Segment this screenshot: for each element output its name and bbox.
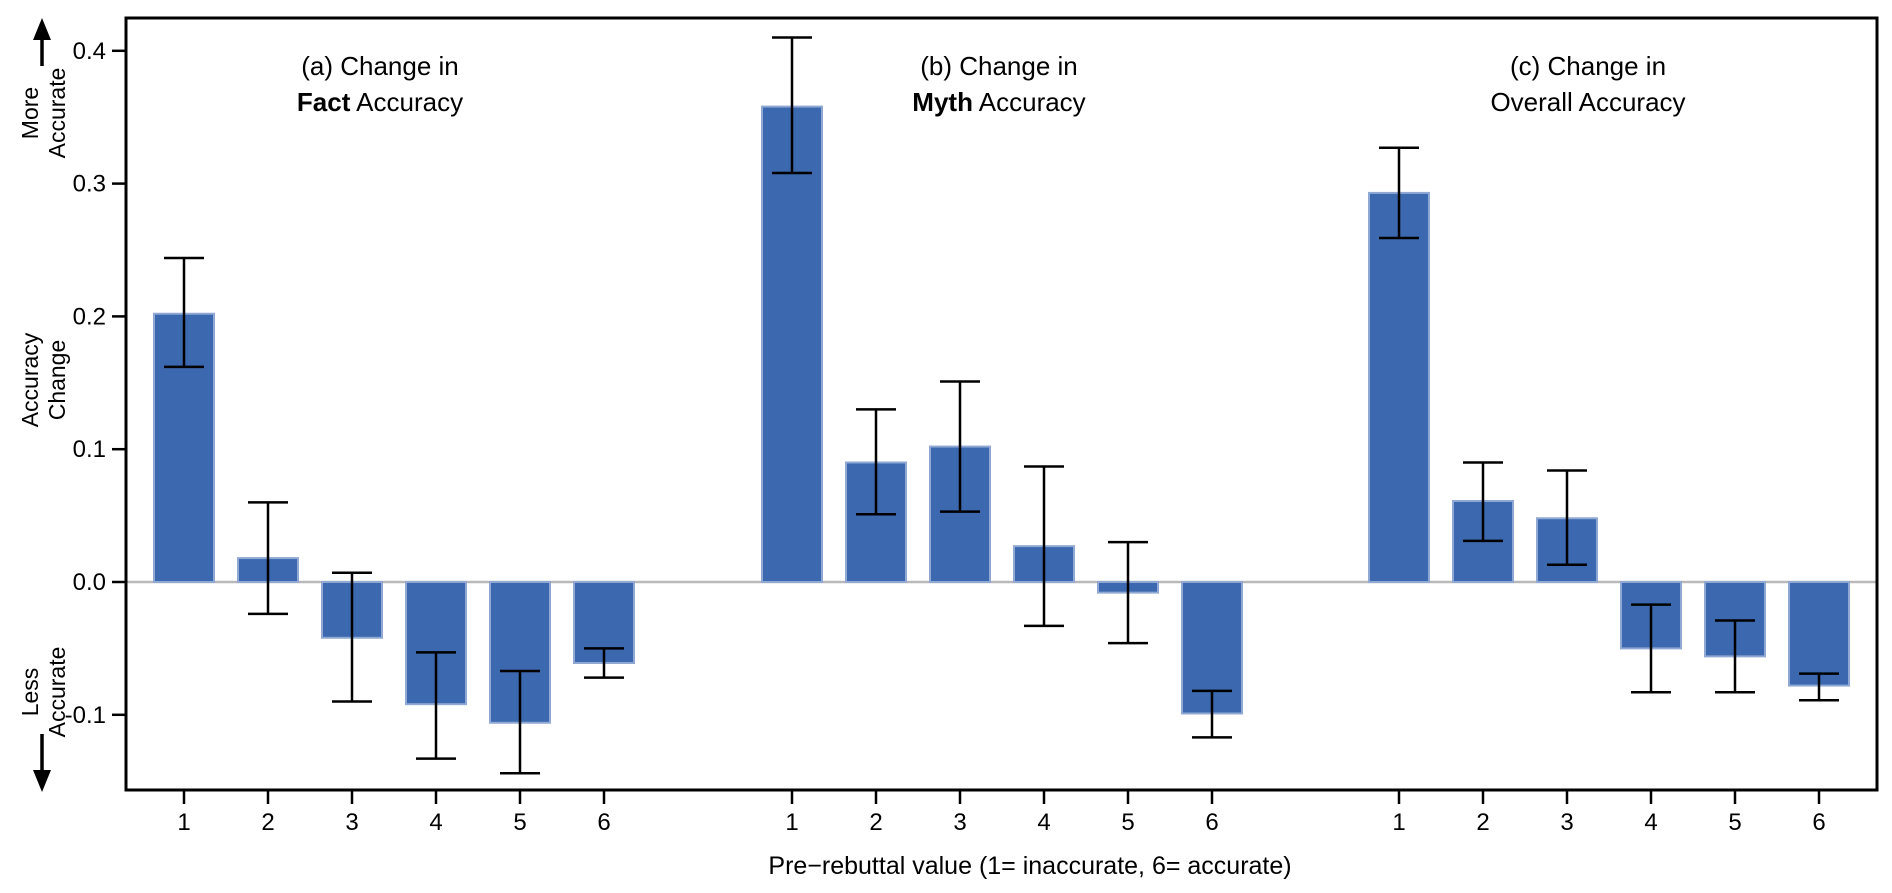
bar-panel-c-x6 [1788,581,1850,687]
y-tick-label-0.2: 0.2 [73,303,106,330]
panel-title-myth-bold: Myth [912,87,973,117]
x-tick-label-c-5: 5 [1728,809,1741,836]
panel-title-myth-line2: Myth Accuracy [912,84,1085,120]
x-tick-label-b-4: 4 [1037,809,1050,836]
panel-title-fact-bold: Fact [296,87,351,117]
less-accurate-line1: Less [17,667,43,717]
x-tick-label-a-1: 1 [177,809,190,836]
x-tick-label-b-6: 6 [1205,809,1218,836]
x-tick-label-b-2: 2 [869,809,882,836]
more-accurate-line1: More [17,86,43,140]
bar-panel-c-x1 [1368,191,1430,583]
panel-title-fact-line1: (a) Change in [301,51,459,81]
x-tick-label-c-1: 1 [1392,809,1405,836]
y-tick-label-0.1: 0.1 [73,436,106,463]
x-tick-label-a-4: 4 [429,809,442,836]
y-tick-label-0.3: 0.3 [73,171,106,198]
bar-panel-b-x1 [761,105,823,584]
panel-title-overall-rest: Overall Accuracy [1490,87,1686,117]
y-tick-label-0.4: 0.4 [73,38,106,65]
bar-panel-b-x3 [929,445,991,583]
panel-title-overall-line2: Overall Accuracy [1490,84,1685,120]
x-tick-label-c-4: 4 [1644,809,1657,836]
more-accurate-line2: Accurate [44,67,70,159]
y-axis-title: Accuracy Change [17,333,71,428]
x-tick-label-a-3: 3 [345,809,358,836]
panel-title-myth-rest: Accuracy [972,87,1086,117]
y-axis-direction-label-more-accurate: More Accurate [17,68,71,159]
x-tick-label-a-6: 6 [597,809,610,836]
x-axis-title: Pre−rebuttal value (1= inaccurate, 6= ac… [768,852,1292,880]
panel-title-fact-line2: Fact Accuracy [297,84,463,120]
y-tick-label--0.1: -0.1 [65,702,106,729]
y-axis-title-line1: Accuracy [17,332,43,428]
x-tick-label-b-5: 5 [1121,809,1134,836]
x-tick-label-a-5: 5 [513,809,526,836]
panel-title-overall-line1: (c) Change in [1509,51,1667,81]
x-tick-label-c-3: 3 [1560,809,1573,836]
panel-title-myth-line1: (b) Change in [920,51,1078,81]
y-axis-title-line2: Change [44,339,70,421]
x-tick-label-c-6: 6 [1812,809,1825,836]
less-accurate-line2: Accurate [44,646,70,738]
y-tick-label-0.0: 0.0 [73,569,106,596]
panel-title-fact: (a) Change in Fact Accuracy [297,48,463,120]
x-tick-label-b-3: 3 [953,809,966,836]
panel-title-fact-rest: Accuracy [350,87,464,117]
down-arrow-icon [33,770,51,792]
y-axis-direction-label-less-accurate: Less Accurate [17,647,71,738]
x-tick-label-c-2: 2 [1476,809,1489,836]
x-tick-label-a-2: 2 [261,809,274,836]
panel-title-myth: (b) Change in Myth Accuracy [912,48,1085,120]
plot-frame [124,16,1879,792]
up-arrow-icon [33,18,51,40]
panel-title-overall: (c) Change in Overall Accuracy [1490,48,1685,120]
x-tick-label-b-1: 1 [785,809,798,836]
